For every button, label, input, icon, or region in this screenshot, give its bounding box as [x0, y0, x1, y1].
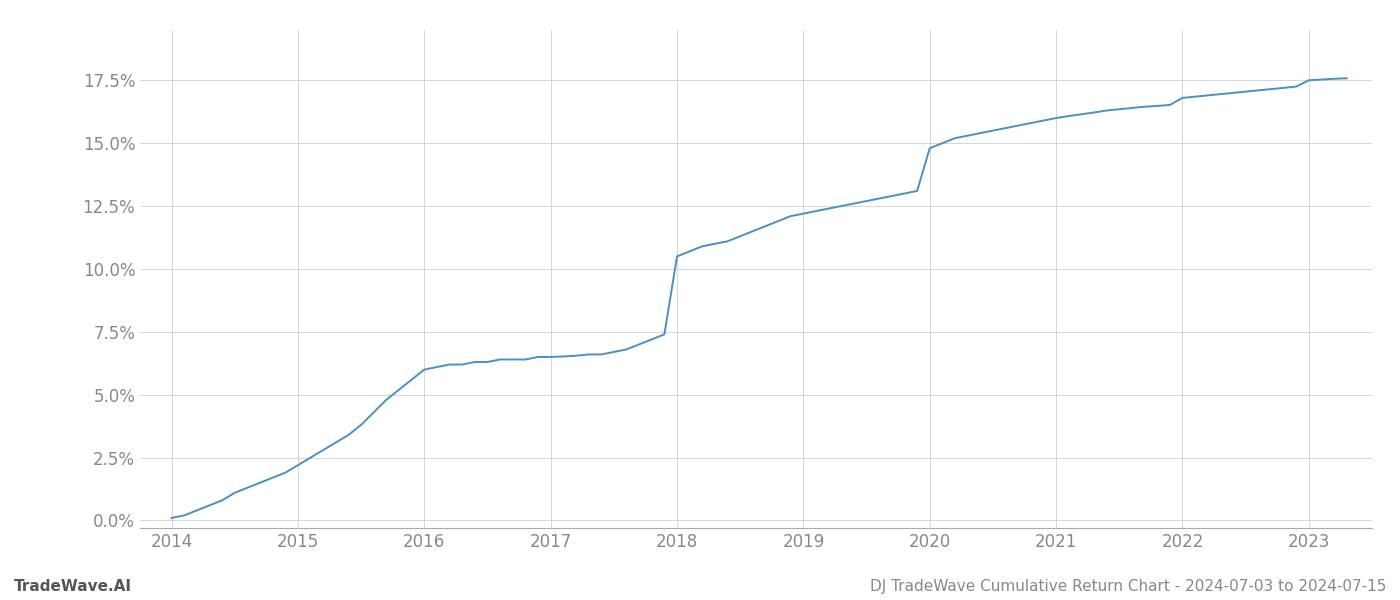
- Text: DJ TradeWave Cumulative Return Chart - 2024-07-03 to 2024-07-15: DJ TradeWave Cumulative Return Chart - 2…: [869, 579, 1386, 594]
- Text: TradeWave.AI: TradeWave.AI: [14, 579, 132, 594]
